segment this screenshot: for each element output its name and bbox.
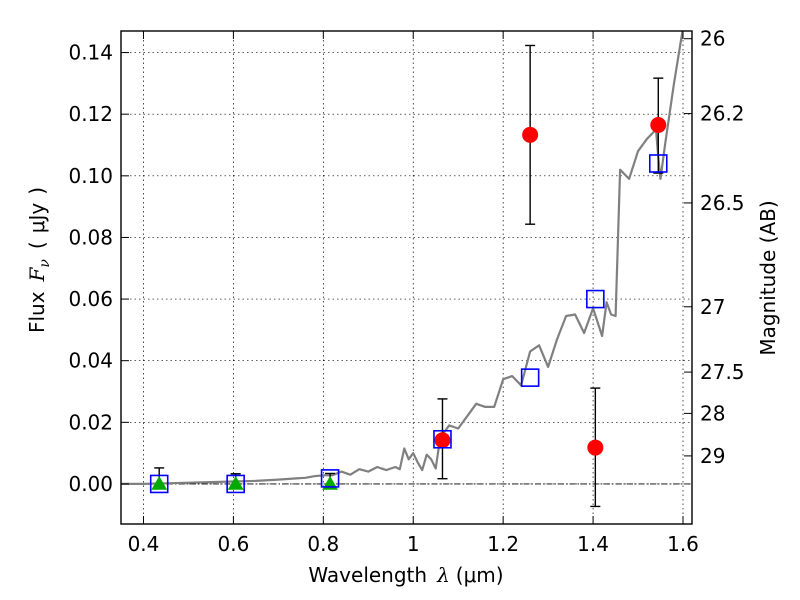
y-tick-label: 0.10 xyxy=(68,164,113,188)
y-tick-label: 0.04 xyxy=(68,349,113,373)
observed-point xyxy=(522,126,539,143)
x-axis-label-prefix: Wavelength xyxy=(308,563,427,587)
observed-point xyxy=(650,116,667,133)
x-tick-label: 1.6 xyxy=(667,532,699,556)
y-axis-label-symbol: F xyxy=(25,266,49,282)
y-tick-label: 0.14 xyxy=(68,41,113,65)
y-axis-label-subscript: ν xyxy=(37,259,53,268)
y2-tick-label: 28 xyxy=(700,401,725,425)
observed-point xyxy=(434,432,451,449)
y2-tick-label: 26 xyxy=(700,27,725,51)
y-tick-label: 0.08 xyxy=(68,225,113,249)
x-axis-label: Wavelength λ (μm) xyxy=(308,563,503,587)
x-tick-label: 1 xyxy=(407,532,420,556)
x-tick-label: 0.8 xyxy=(307,532,339,556)
y2-tick-label: 29 xyxy=(700,444,725,468)
model-sed-line xyxy=(121,31,684,485)
model-bandpass-square xyxy=(586,289,605,309)
y2-tick-label: 26.5 xyxy=(700,191,745,215)
y2-tick-label: 26.2 xyxy=(700,102,745,126)
y-axis-label-unit-open: ( xyxy=(25,241,49,249)
y-axis-label-prefix: Flux xyxy=(25,291,49,333)
grid-lines xyxy=(121,31,692,524)
y-tick-label: 0.12 xyxy=(68,102,113,126)
x-tick-label: 1.4 xyxy=(577,532,609,556)
x-tick-label: 1.2 xyxy=(487,532,519,556)
y-tick-label: 0.00 xyxy=(68,472,113,496)
model-bandpass-square xyxy=(226,474,245,494)
x-axis-label-unit: (μm) xyxy=(456,563,504,587)
y2-axis-label: Magnitude (AB) xyxy=(756,200,780,355)
y2-tick-label: 27.5 xyxy=(700,360,745,384)
model-bandpass-square xyxy=(648,154,668,173)
y-axis-label-unit: μJy xyxy=(25,203,49,234)
plot-frame xyxy=(120,30,693,525)
series-layer xyxy=(121,31,692,508)
upper-limit-marker xyxy=(151,475,168,490)
model-bandpass-square xyxy=(433,429,452,449)
x-tick-label: 0.4 xyxy=(128,532,160,556)
upper-limit-marker xyxy=(227,475,244,490)
x-tick-label: 0.6 xyxy=(217,532,249,556)
x-axis-label-symbol: λ xyxy=(436,563,450,587)
y-axis-label-unit-close: ) xyxy=(25,187,49,195)
y2-tick-label: 27 xyxy=(700,295,725,319)
tick-marks: 0.4 0.6 0.8 1 1.2 1.4 1.6 0.00 0.02 0.04 0.06 0.08 0… xyxy=(68,27,744,556)
y-tick-label: 0.06 xyxy=(68,287,113,311)
model-bandpass-square xyxy=(520,368,540,387)
model-bandpass-square xyxy=(320,469,340,488)
y-axis-label: Flux Fν ( μJy) xyxy=(25,187,53,333)
y-tick-label: 0.02 xyxy=(68,410,113,434)
model-bandpass-square xyxy=(149,474,169,494)
observed-point xyxy=(587,439,604,456)
